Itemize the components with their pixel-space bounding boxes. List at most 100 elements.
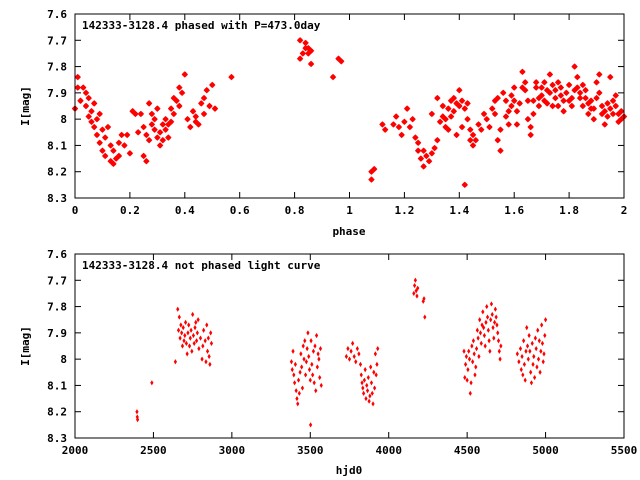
data-point: [173, 97, 180, 104]
data-point: [466, 367, 470, 373]
unphased-light-curve-plot: 2000 2500 3000 3500 4000 4500 5000 5500 7.6 7.7 7.…: [19, 248, 637, 477]
data-point: [483, 343, 487, 349]
data-point: [530, 340, 534, 346]
data-point: [543, 317, 548, 323]
data-point: [299, 50, 307, 57]
data-point: [346, 346, 350, 352]
data-point: [497, 126, 504, 133]
data-point: [140, 123, 147, 131]
data-point: [191, 311, 195, 318]
data-point: [409, 115, 416, 123]
data-point: [524, 115, 532, 123]
data-point: [352, 353, 356, 360]
data-point: [582, 87, 589, 94]
data-point: [538, 84, 545, 91]
data-point: [115, 152, 123, 160]
data-point: [469, 131, 477, 139]
data-point: [305, 346, 309, 352]
data-point: [194, 338, 199, 344]
data-point: [415, 293, 419, 299]
data-point: [338, 58, 345, 65]
data-point: [104, 123, 112, 131]
data-point: [77, 97, 84, 104]
data-point: [532, 84, 540, 91]
data-point: [536, 356, 541, 362]
data-point: [189, 327, 193, 333]
data-point: [198, 335, 203, 341]
data-point: [184, 340, 188, 346]
data-point: [428, 150, 436, 157]
data-point: [530, 97, 537, 104]
data-point: [541, 359, 545, 365]
data-point: [502, 113, 510, 120]
data-point: [367, 398, 371, 404]
data-point: [154, 105, 161, 112]
data-point: [132, 110, 139, 118]
data-point: [485, 314, 490, 320]
data-point: [490, 311, 494, 318]
data-point: [496, 330, 500, 336]
data-point: [478, 330, 483, 336]
data-point: [85, 94, 92, 102]
x-tick-label: 4000: [375, 444, 402, 457]
data-point: [565, 81, 573, 89]
data-point: [156, 129, 164, 136]
data-point: [538, 92, 545, 99]
data-point: [434, 94, 441, 102]
data-point: [524, 97, 532, 104]
data-point: [538, 369, 542, 375]
data-point: [375, 361, 379, 367]
data-point: [180, 330, 184, 336]
data-point: [145, 100, 153, 107]
data-point: [531, 361, 535, 367]
data-point: [456, 87, 463, 94]
data-point: [312, 380, 316, 386]
data-point: [483, 115, 490, 123]
x-tick-label: 0: [72, 204, 79, 217]
data-point: [351, 340, 355, 346]
data-point: [585, 110, 592, 118]
data-point: [470, 343, 474, 349]
y-tick-label: 7.7: [47, 34, 67, 47]
data-point: [468, 390, 472, 396]
data-point: [590, 105, 597, 112]
data-point: [303, 338, 307, 344]
data-point: [484, 319, 488, 325]
data-point: [554, 79, 562, 86]
data-point: [185, 351, 189, 357]
data-point: [362, 390, 366, 396]
data-point: [475, 327, 479, 333]
x-tick-label: 1.2: [394, 204, 414, 217]
data-point: [524, 348, 528, 354]
data-point: [296, 37, 304, 44]
data-point: [368, 176, 375, 183]
data-point: [517, 359, 521, 365]
data-point: [425, 158, 433, 165]
data-point: [200, 356, 204, 362]
data-point: [361, 385, 365, 391]
data-point: [461, 181, 468, 189]
data-point: [293, 361, 297, 367]
data-point: [519, 68, 526, 76]
data-point: [363, 367, 367, 373]
data-point: [475, 121, 482, 128]
data-point: [371, 165, 378, 173]
data-point: [93, 115, 101, 123]
data-point: [481, 309, 485, 315]
data-point: [491, 325, 495, 331]
data-point: [549, 81, 556, 89]
x-tick-label: 2000: [62, 444, 89, 457]
data-point: [148, 121, 156, 128]
data-point: [296, 55, 304, 62]
data-point: [156, 142, 164, 149]
data-point: [557, 92, 565, 99]
data-point: [526, 356, 530, 362]
data-point: [307, 353, 311, 360]
data-point: [290, 367, 294, 373]
data-point: [201, 343, 205, 349]
data-point: [447, 113, 455, 120]
y-axis-label-phased: I[mag]: [19, 86, 32, 126]
data-point: [300, 364, 304, 370]
data-point: [552, 94, 559, 102]
data-point: [532, 79, 540, 86]
